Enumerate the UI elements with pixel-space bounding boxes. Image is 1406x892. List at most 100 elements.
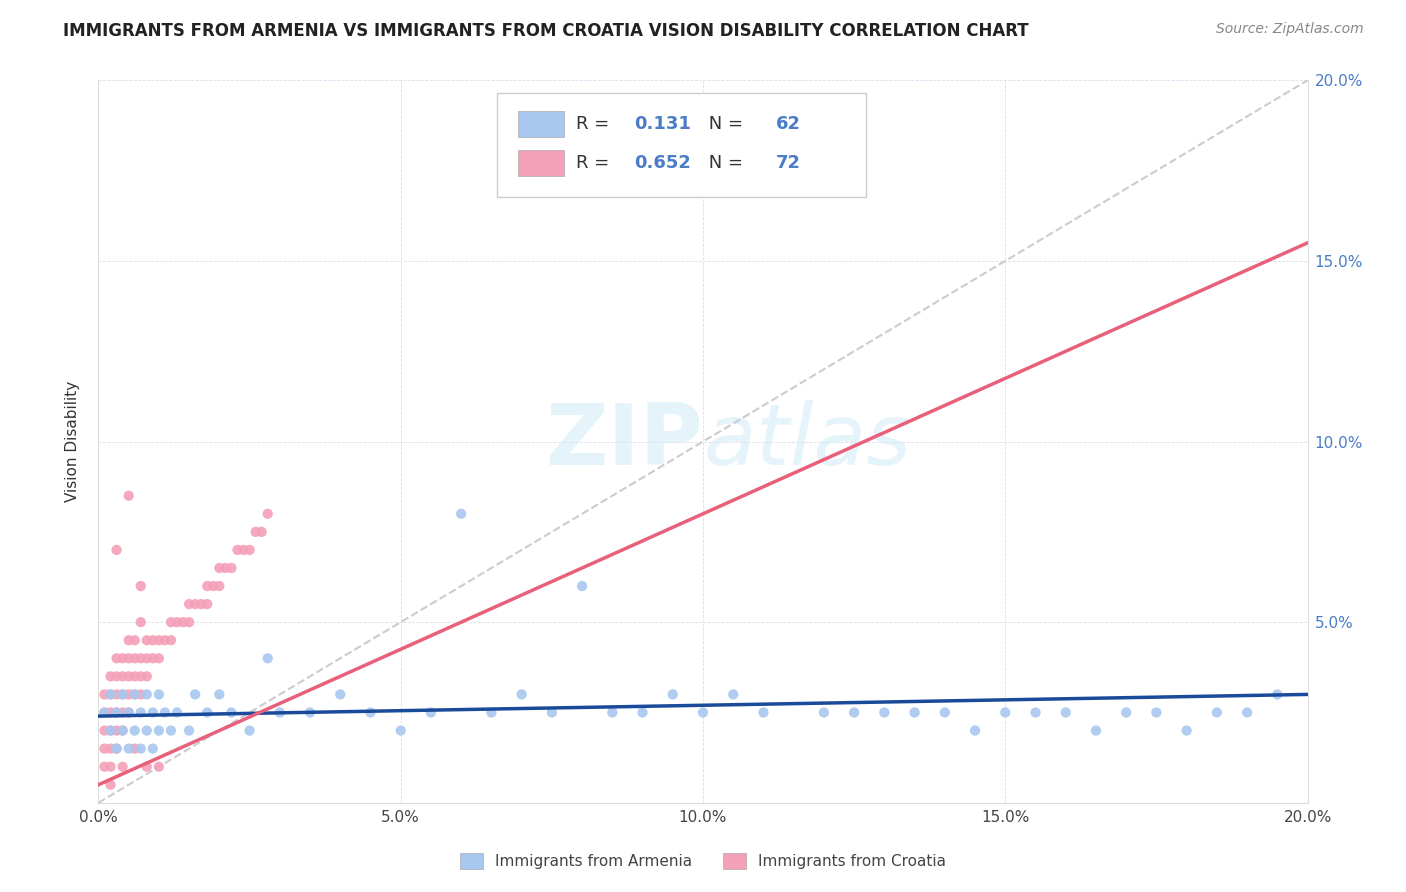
- Point: [105, 723, 128, 738]
- Point: [118, 489, 141, 503]
- Text: atlas: atlas: [703, 400, 911, 483]
- Point: [135, 651, 157, 665]
- Point: [389, 723, 412, 738]
- Point: [904, 706, 927, 720]
- Point: [142, 706, 165, 720]
- Point: [118, 633, 141, 648]
- Point: [100, 778, 122, 792]
- Point: [153, 633, 176, 648]
- Point: [118, 687, 141, 701]
- Point: [118, 651, 141, 665]
- Point: [1115, 706, 1137, 720]
- Point: [172, 615, 194, 630]
- Point: [934, 706, 956, 720]
- Point: [105, 542, 128, 557]
- Point: [269, 706, 291, 720]
- FancyBboxPatch shape: [517, 111, 564, 136]
- Point: [1054, 706, 1077, 720]
- Point: [124, 687, 146, 701]
- Point: [148, 651, 170, 665]
- Point: [111, 723, 134, 738]
- Point: [105, 706, 128, 720]
- Point: [1206, 706, 1229, 720]
- Point: [179, 723, 201, 738]
- Point: [111, 687, 134, 701]
- Point: [256, 651, 278, 665]
- Point: [100, 723, 122, 738]
- Point: [111, 760, 134, 774]
- Text: R =: R =: [576, 115, 614, 133]
- Point: [360, 706, 382, 720]
- FancyBboxPatch shape: [517, 150, 564, 176]
- Point: [329, 687, 352, 701]
- Point: [105, 687, 128, 701]
- Point: [142, 633, 165, 648]
- Text: 0.131: 0.131: [634, 115, 690, 133]
- Point: [1175, 723, 1198, 738]
- Point: [965, 723, 987, 738]
- Point: [510, 687, 533, 701]
- Point: [184, 687, 207, 701]
- Point: [994, 706, 1017, 720]
- Point: [129, 669, 152, 683]
- Point: [239, 542, 262, 557]
- Point: [752, 706, 775, 720]
- Point: [195, 706, 218, 720]
- Text: IMMIGRANTS FROM ARMENIA VS IMMIGRANTS FROM CROATIA VISION DISABILITY CORRELATION: IMMIGRANTS FROM ARMENIA VS IMMIGRANTS FR…: [63, 22, 1029, 40]
- Point: [105, 741, 128, 756]
- Point: [148, 723, 170, 738]
- Point: [179, 615, 201, 630]
- Point: [124, 633, 146, 648]
- Point: [129, 706, 152, 720]
- Point: [105, 669, 128, 683]
- Point: [160, 633, 183, 648]
- Point: [148, 760, 170, 774]
- Point: [124, 723, 146, 738]
- Point: [813, 706, 835, 720]
- Point: [142, 741, 165, 756]
- Point: [129, 741, 152, 756]
- Point: [129, 687, 152, 701]
- Text: ZIP: ZIP: [546, 400, 703, 483]
- Point: [118, 706, 141, 720]
- Point: [100, 706, 122, 720]
- Point: [111, 669, 134, 683]
- Point: [481, 706, 503, 720]
- Point: [93, 706, 115, 720]
- Point: [135, 687, 157, 701]
- Point: [256, 507, 278, 521]
- Point: [153, 706, 176, 720]
- Point: [245, 524, 267, 539]
- Point: [692, 706, 714, 720]
- Point: [100, 687, 122, 701]
- Point: [1144, 706, 1167, 720]
- Point: [160, 615, 183, 630]
- Point: [142, 651, 165, 665]
- Point: [540, 706, 562, 720]
- Point: [202, 579, 225, 593]
- Point: [208, 561, 231, 575]
- Point: [105, 741, 128, 756]
- Point: [118, 669, 141, 683]
- Point: [124, 687, 146, 701]
- Point: [111, 706, 134, 720]
- Point: [450, 507, 472, 521]
- Point: [129, 579, 152, 593]
- Point: [129, 651, 152, 665]
- Legend: Immigrants from Armenia, Immigrants from Croatia: Immigrants from Armenia, Immigrants from…: [454, 847, 952, 875]
- Point: [100, 687, 122, 701]
- Point: [226, 542, 249, 557]
- Point: [93, 760, 115, 774]
- Point: [124, 669, 146, 683]
- Text: Source: ZipAtlas.com: Source: ZipAtlas.com: [1216, 22, 1364, 37]
- Point: [105, 651, 128, 665]
- Point: [100, 669, 122, 683]
- Point: [602, 706, 624, 720]
- Text: 0.652: 0.652: [634, 153, 690, 171]
- Point: [184, 597, 207, 611]
- Point: [135, 669, 157, 683]
- Point: [1236, 706, 1258, 720]
- Point: [124, 741, 146, 756]
- Text: N =: N =: [703, 153, 749, 171]
- Point: [1024, 706, 1046, 720]
